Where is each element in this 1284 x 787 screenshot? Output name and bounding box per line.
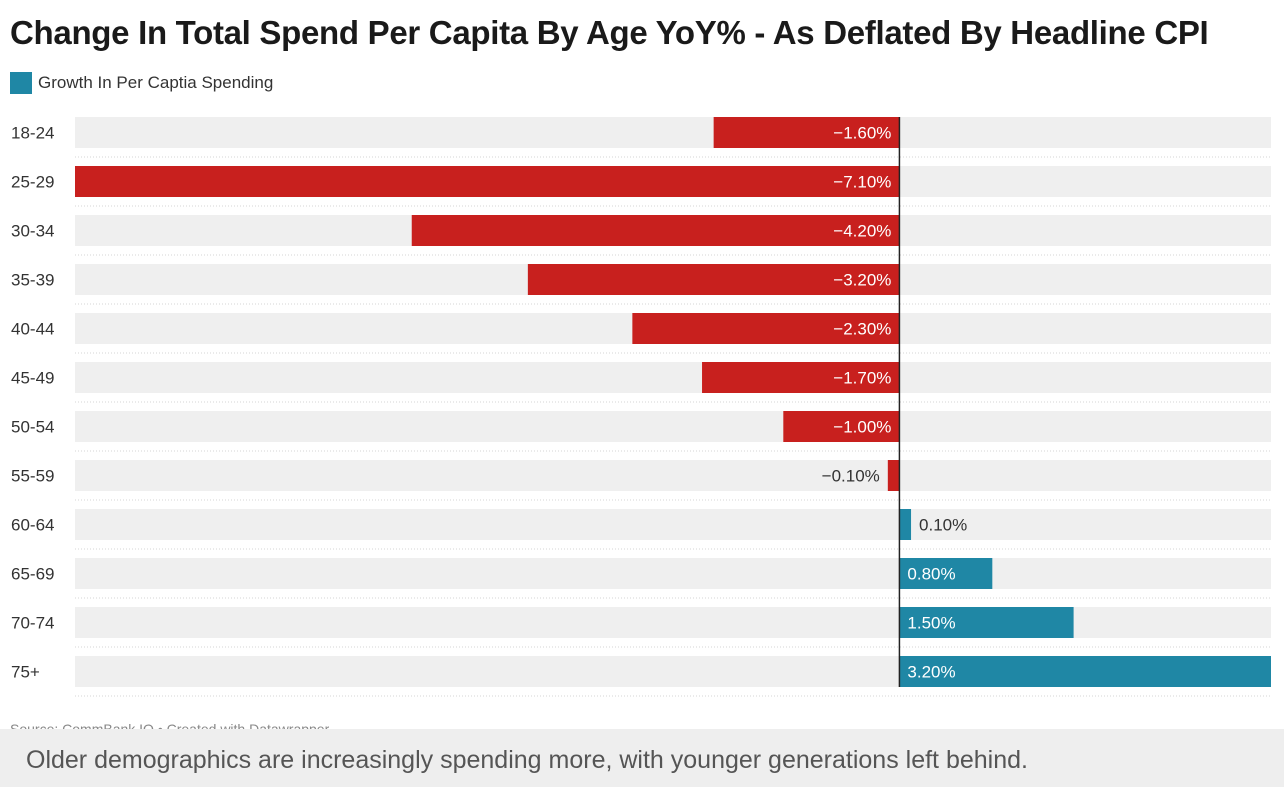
category-label: 35-39	[11, 271, 54, 290]
legend: Growth In Per Captia Spending	[10, 72, 273, 94]
value-label: −1.00%	[833, 418, 891, 437]
category-label: 25-29	[11, 173, 54, 192]
caption: Older demographics are increasingly spen…	[26, 746, 1028, 774]
category-label: 65-69	[11, 565, 54, 584]
bar	[899, 607, 1074, 638]
value-label: 0.10%	[919, 516, 967, 535]
category-label: 18-24	[11, 124, 54, 143]
category-label: 75+	[11, 663, 40, 682]
bar-track	[75, 362, 1271, 393]
value-label: −2.30%	[833, 320, 891, 339]
legend-swatch	[10, 72, 32, 94]
category-label: 45-49	[11, 369, 54, 388]
value-label: −7.10%	[833, 173, 891, 192]
source-note: Source: CommBank IQ • Created with Dataw…	[10, 721, 330, 729]
bar	[75, 166, 900, 197]
value-label: −0.10%	[822, 467, 880, 486]
value-label: 3.20%	[907, 663, 955, 682]
value-label: −3.20%	[833, 271, 891, 290]
bar	[411, 215, 900, 246]
bar	[899, 656, 1271, 687]
bar-track	[75, 117, 1271, 148]
bar	[887, 460, 900, 491]
bar	[702, 362, 900, 393]
bar-track	[75, 558, 1271, 589]
value-label: −4.20%	[833, 222, 891, 241]
category-label: 50-54	[11, 418, 54, 437]
value-label: 0.80%	[907, 565, 955, 584]
bar	[632, 313, 900, 344]
bar-track	[75, 460, 1271, 491]
value-label: −1.60%	[833, 124, 891, 143]
category-label: 70-74	[11, 614, 54, 633]
bar	[899, 509, 912, 540]
bar-chart: 18-24 −1.60% 25-29 −7.10% 30-34 −4.20% 35-39 −3…	[11, 117, 1271, 697]
legend-label: Growth In Per Captia Spending	[38, 73, 274, 92]
bar-track	[75, 411, 1271, 442]
category-label: 30-34	[11, 222, 54, 241]
chart-title: Change In Total Spend Per Capita By Age …	[10, 14, 1209, 51]
bar	[527, 264, 900, 295]
category-label: 55-59	[11, 467, 54, 486]
value-label: 1.50%	[907, 614, 955, 633]
bar	[899, 558, 993, 589]
bar-track	[75, 509, 1271, 540]
caption-bar: Older demographics are increasingly spen…	[0, 729, 1284, 787]
category-label: 40-44	[11, 320, 54, 339]
bar	[713, 117, 900, 148]
bar	[783, 411, 900, 442]
category-label: 60-64	[11, 516, 54, 535]
bar-track	[75, 607, 1271, 638]
value-label: −1.70%	[833, 369, 891, 388]
